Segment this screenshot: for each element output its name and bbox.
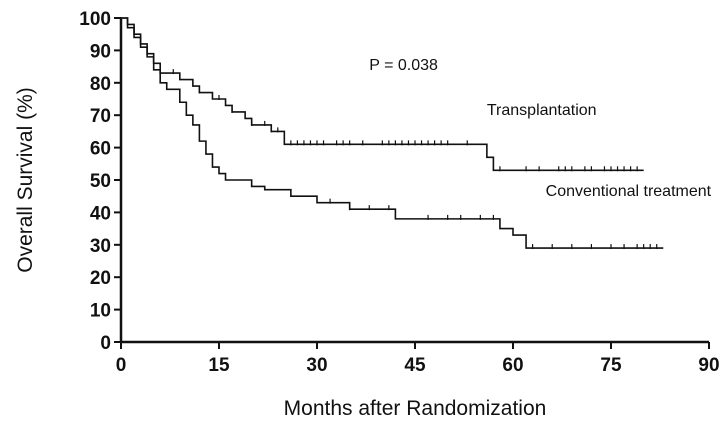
y-tick-label: 10 [90, 301, 111, 322]
x-axis-ticks: 0 15 30 45 60 75 90 [116, 342, 720, 376]
x-axis-title: Months after Randomization [284, 397, 547, 420]
y-axis-title: Overall Survival (%) [14, 87, 37, 273]
y-axis-ticks: 0 10 20 30 40 50 60 70 80 90 100 [79, 9, 121, 354]
annotation-label: Transplantation [487, 102, 597, 119]
y-tick-label: 60 [90, 139, 111, 160]
y-tick-label: 100 [79, 9, 111, 30]
x-tick-label: 75 [600, 355, 622, 376]
x-tick-label: 15 [208, 355, 230, 376]
annotation-label: Conventional treatment [546, 183, 712, 200]
y-tick-label: 50 [90, 171, 111, 192]
y-tick-label: 80 [90, 74, 111, 95]
x-tick-label: 30 [306, 355, 327, 376]
conventional-treatment-curve [121, 17, 664, 249]
annotation-label: P = 0.038 [369, 57, 438, 74]
chart-annotations: P = 0.038 Transplantation Conventional tre… [369, 57, 711, 200]
y-tick-label: 20 [90, 268, 111, 289]
plot-area: 0 10 20 30 40 50 60 70 80 90 100 0 15 30 45 60 75 90 P =… [79, 9, 719, 376]
x-tick-label: 60 [502, 355, 523, 376]
survival-curves [121, 17, 664, 250]
y-tick-label: 30 [90, 236, 111, 257]
y-tick-label: 70 [90, 106, 111, 127]
x-tick-label: 90 [698, 355, 719, 376]
x-tick-label: 45 [404, 355, 426, 376]
y-tick-label: 90 [90, 41, 111, 62]
y-tick-label: 40 [90, 203, 111, 224]
transplantation-curve [121, 17, 644, 172]
y-tick-label: 0 [100, 333, 111, 354]
x-tick-label: 0 [116, 355, 127, 376]
